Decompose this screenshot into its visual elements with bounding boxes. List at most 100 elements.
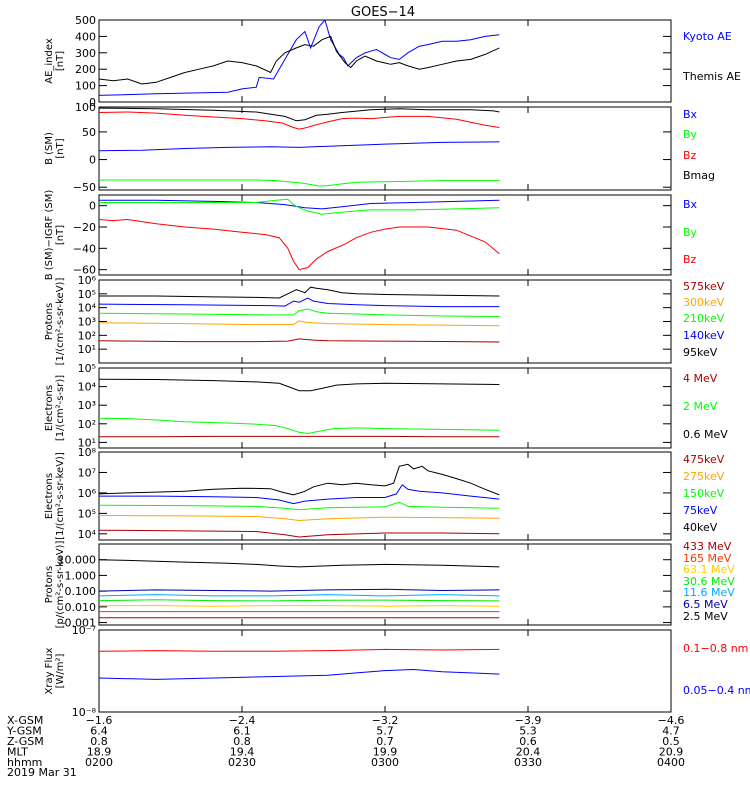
- panel-1: 0 100 200 300 400 500 AE_index [nT] Kyoto AE Them…: [44, 14, 741, 109]
- x-row-value: −1.6: [86, 714, 113, 727]
- panel-8: 10⁻⁸ 10⁻⁷ Xray Flux [W/m²] 0.1−0.8 nm 0.05−0.…: [44, 624, 750, 719]
- y-tick-label: 10³: [78, 316, 96, 329]
- legend-entry: 150keV: [683, 487, 725, 500]
- y-axis-label: Xray Flux: [44, 647, 55, 694]
- panel-3: −60 −40 −20 0 B (SM)−IGRF (SM) [nT] Bx By Bz: [44, 190, 698, 281]
- y-tick-label: 200: [75, 63, 96, 76]
- series-210kev: [99, 308, 500, 317]
- y-tick-label: 10⁴: [78, 528, 97, 541]
- x-row-value: −4.6: [658, 714, 685, 727]
- x-row-value: 0.7: [376, 735, 394, 748]
- x-row-label: Y-GSM: [6, 725, 42, 738]
- y-axis-label: [1/(cm²-s-sr)]: [55, 375, 66, 441]
- y-axis-label: [nT]: [55, 225, 66, 245]
- panel-5: 10¹ 10² 10³ 10⁴ 10⁵ Electrons [1/(cm²-s-sr)] 4 …: [44, 362, 728, 449]
- series-63-1-mev: [99, 605, 500, 607]
- y-axis-label: Electrons: [44, 385, 55, 431]
- y-tick-label: −40: [73, 242, 96, 255]
- y-axis-label: B (SM): [44, 132, 55, 165]
- y-axis-label: B (SM)−IGRF (SM): [44, 190, 55, 281]
- panel-6: 10⁴ 10⁵ 10⁶ 10⁷ 10⁸ Electrons [1/(cm²-s-sr-keV…: [44, 446, 725, 541]
- series-bx: [99, 107, 500, 122]
- series-140kev: [99, 297, 500, 308]
- legend-entry: 475keV: [683, 453, 725, 466]
- series-2-mev: [99, 417, 500, 435]
- x-row-value: −2.4: [229, 714, 256, 727]
- panel-frame: [98, 279, 672, 364]
- series-475kev: [99, 529, 500, 538]
- y-tick-label: −50: [73, 181, 96, 194]
- x-row-value: 0230: [228, 756, 256, 769]
- y-tick-label: 0.010: [65, 601, 97, 614]
- y-tick-label: 10⁸: [78, 446, 97, 459]
- y-tick-label: 0: [89, 200, 96, 213]
- panel-frame: [98, 194, 672, 276]
- x-row-value: −3.2: [372, 714, 399, 727]
- series-bmag: [99, 141, 500, 152]
- series-kyoto-ae: [99, 20, 500, 96]
- plot-title: GOES−14: [351, 5, 415, 20]
- legend-entry: 165 MeV: [683, 552, 732, 565]
- x-row-value: 20.4: [516, 746, 541, 759]
- y-tick-label: 0: [89, 154, 96, 167]
- x-row-value: 0200: [85, 756, 113, 769]
- y-axis-label: [nT]: [55, 51, 66, 71]
- y-axis-label: [W/m²]: [55, 653, 66, 688]
- legend-entry: Bz: [683, 253, 697, 266]
- y-tick-label: 10⁶: [78, 274, 97, 287]
- series-bz: [99, 111, 500, 130]
- x-row-value: 0.8: [90, 735, 108, 748]
- legend-entry: Bx: [683, 198, 698, 211]
- y-tick-label: 10⁴: [78, 302, 97, 315]
- legend-entry: Themis AE: [682, 70, 741, 83]
- legend-entry: 6.5 MeV: [683, 598, 728, 611]
- y-tick-label: 10.000: [58, 554, 97, 567]
- series-bz: [99, 218, 500, 271]
- series-40kev: [99, 463, 500, 496]
- series-by: [99, 198, 500, 215]
- legend-entry: Kyoto AE: [683, 30, 732, 43]
- y-tick-label: 100: [75, 101, 96, 114]
- series-2-5-mev: [99, 559, 500, 568]
- y-tick-label: 10⁻⁷: [72, 624, 96, 637]
- series-by: [99, 179, 500, 187]
- legend-entry: By: [683, 128, 698, 141]
- y-axis-label: AE_index: [44, 38, 55, 84]
- panel-2: −50 0 50 100 B (SM) [nT] Bx By Bz Bmag: [44, 101, 715, 194]
- y-tick-label: 10¹: [78, 436, 96, 449]
- y-tick-label: 50: [82, 126, 96, 139]
- y-tick-label: 10²: [78, 329, 96, 342]
- legend-entry: 2.5 MeV: [683, 610, 728, 623]
- legend-entry: 575keV: [683, 280, 725, 293]
- legend-entry: Bz: [683, 149, 697, 162]
- x-row-value: 0300: [371, 756, 399, 769]
- x-row-value: 5.3: [519, 725, 537, 738]
- legend-entry: 11.6 MeV: [683, 586, 735, 599]
- series-95kev: [99, 286, 500, 299]
- y-tick-label: 10¹: [78, 343, 96, 356]
- y-tick-label: 10⁴: [78, 381, 97, 394]
- y-tick-label: 10⁷: [78, 466, 96, 479]
- x-row-value: 5.7: [376, 725, 394, 738]
- x-row-value: 0.6: [519, 735, 537, 748]
- series-themis-ae: [99, 35, 500, 85]
- legend-entry: 140keV: [683, 329, 725, 342]
- y-tick-label: 1.000: [65, 569, 97, 582]
- series-6-5-mev: [99, 588, 500, 592]
- legend-entry: 210keV: [683, 312, 725, 325]
- x-row-value: −3.9: [515, 714, 542, 727]
- y-tick-label: 0.001: [65, 617, 97, 630]
- legend-entry: 95keV: [683, 346, 718, 359]
- x-row-value: 0.8: [233, 735, 251, 748]
- y-tick-label: 10³: [78, 399, 96, 412]
- y-axis-label: [1/(cm²-s-sr-keV)]: [55, 278, 66, 366]
- legend-entry: Bmag: [683, 169, 715, 182]
- x-row-value: 6.4: [90, 725, 108, 738]
- y-tick-label: 10⁶: [78, 487, 97, 500]
- x-row-value: 0330: [514, 756, 542, 769]
- x-row-label: X-GSM: [7, 714, 43, 727]
- legend-entry: 433 MeV: [683, 540, 732, 553]
